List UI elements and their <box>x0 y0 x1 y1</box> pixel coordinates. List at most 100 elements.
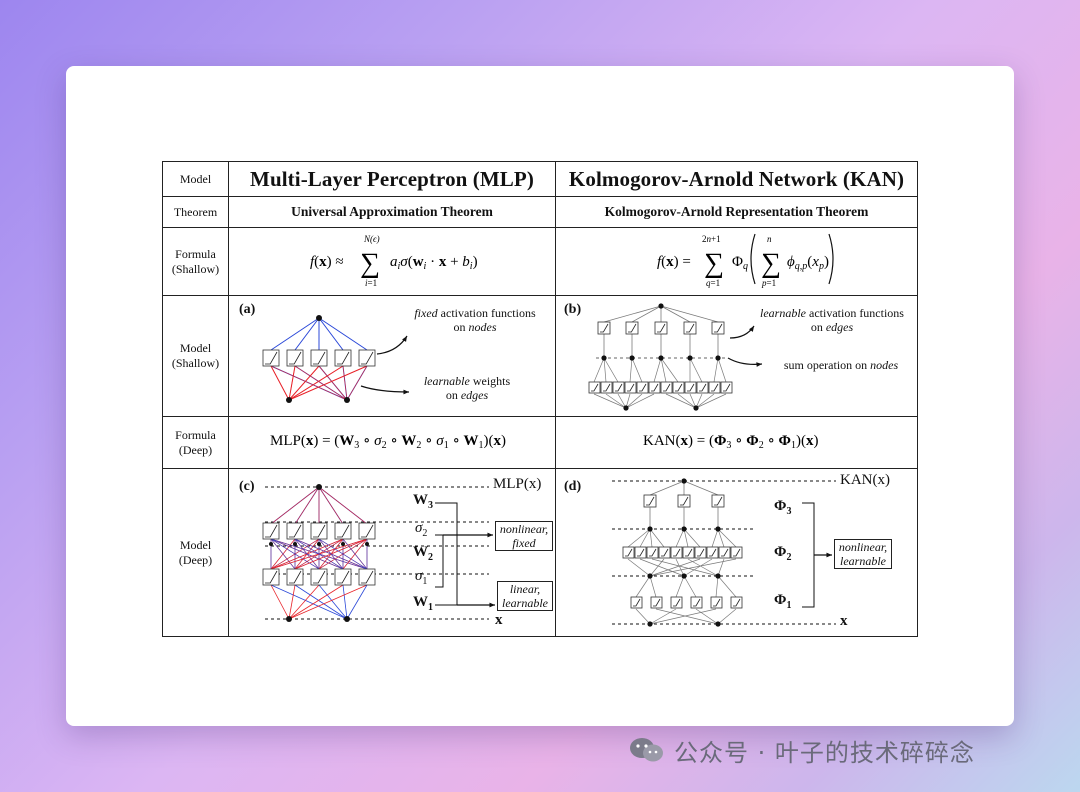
activation-curve <box>361 570 374 584</box>
activation-curve <box>603 383 611 392</box>
inner-edge <box>695 393 715 409</box>
svg-text:∑: ∑ <box>761 248 781 279</box>
sigma1-activation-box <box>358 568 376 586</box>
sigma2-activation-box <box>358 522 376 540</box>
w3-edge <box>294 486 320 525</box>
phi1-activation-box <box>710 596 723 609</box>
w2-edge <box>270 538 320 570</box>
activation-curve <box>687 383 695 392</box>
output-weight-edge <box>318 317 344 351</box>
phi2-edge <box>711 528 719 548</box>
phi1-activation-box <box>630 596 643 609</box>
w3-label: W3 <box>413 492 433 512</box>
output-node <box>316 484 322 490</box>
phi2-activation-box <box>718 546 731 559</box>
fixed-activation-box <box>358 349 376 367</box>
w1-edge <box>288 584 296 620</box>
hidden-node <box>293 542 297 546</box>
hidden-node <box>269 542 273 546</box>
kan-deep-input-label: x <box>840 613 848 629</box>
activation-curve <box>697 548 705 557</box>
mlp-formula-deep: MLP(x) = (W3 ∘ σ2 ∘ W2 ∘ σ1 ∘ W1)(x) <box>228 416 556 469</box>
learnable-activation-box <box>683 321 697 335</box>
w2-edge <box>270 538 344 570</box>
activation-curve <box>723 383 731 392</box>
activation-curve <box>313 351 326 365</box>
activation-curve <box>657 323 666 333</box>
fixed-activation-box <box>286 349 304 367</box>
activation-curve <box>733 548 741 557</box>
phi2-activation-box <box>646 546 659 559</box>
phi1-edge <box>715 575 719 598</box>
activation-curve <box>265 351 278 365</box>
input-weight-edge <box>346 365 368 401</box>
watermark-text: 公众号 · 叶子的技术碎碎念 <box>674 738 975 767</box>
activation-curve <box>661 548 669 557</box>
w2-edge <box>318 538 368 570</box>
activation-curve <box>615 383 623 392</box>
learnable-activation-box <box>636 381 649 394</box>
ann-fixed-activation: fixed activation functions on nodes <box>414 306 536 334</box>
inner-edge <box>665 393 697 409</box>
sigma2-activation-box <box>334 522 352 540</box>
box-nonlinear-fixed: nonlinear, fixed <box>495 521 553 551</box>
phi2-activation-box <box>622 546 635 559</box>
sum-node <box>681 526 687 532</box>
sum-node <box>629 355 635 361</box>
activation-curve <box>653 598 661 607</box>
model-shallow-row: Model (Shallow) (a) fixed activation func… <box>162 295 918 417</box>
learnable-activation-box <box>660 381 673 394</box>
activation-curve <box>711 383 719 392</box>
phi2-edge <box>639 528 651 548</box>
phi2-edge <box>649 558 701 577</box>
activation-curve <box>628 323 637 333</box>
svg-text:aiσ(wi · x + bi): aiσ(wi · x + bi) <box>390 254 478 272</box>
kan-deep-equation: KAN(x) = (Φ3 ∘ Φ2 ∘ Φ1)(x) <box>643 433 818 451</box>
phi1-edge <box>717 608 737 625</box>
phi1-edge <box>695 608 719 625</box>
panel-c-tag: (c) <box>239 479 255 494</box>
w1-edge <box>318 584 348 620</box>
formula-shallow-row: Formula (Shallow) f(x) ≈ N(ϵ) ∑ i=1 aiσ(w… <box>162 227 918 296</box>
input-node <box>344 616 350 622</box>
row-label-formula-deep: Formula (Deep) <box>162 416 229 469</box>
learnable-activation-box <box>696 381 709 394</box>
input-weight-edge <box>270 365 348 401</box>
activation-curve <box>714 496 723 506</box>
activation-curve <box>625 548 633 557</box>
w1-edge <box>270 584 290 620</box>
svg-text:n: n <box>767 234 772 244</box>
mlp-deep-diagram <box>262 484 495 622</box>
row-label-model: Model <box>162 161 229 197</box>
activation-curve <box>675 383 683 392</box>
w1-edge <box>342 584 348 620</box>
inner-edge <box>660 357 679 383</box>
svg-text:f(x) =: f(x) = <box>657 254 691 270</box>
output-weight-edge <box>270 317 320 351</box>
panel-b-tag: (b) <box>564 302 582 317</box>
inner-edge <box>629 357 633 383</box>
theorem-row: Theorem Universal Approximation Theorem … <box>162 196 918 228</box>
w3-edge <box>318 486 368 525</box>
svg-text:2n+1: 2n+1 <box>702 234 721 244</box>
input-node <box>286 397 292 403</box>
activation-curve <box>709 548 717 557</box>
svg-text:MLP(x) = (W3 ∘ σ2 ∘ W2 ∘ σ1 ∘: MLP(x) = (W3 ∘ σ2 ∘ W2 ∘ σ1 ∘ W1)(x) <box>270 433 506 451</box>
input-node <box>693 405 699 411</box>
arrow-to-fixed-annotation-head <box>402 336 407 342</box>
phi1-edge <box>649 608 677 625</box>
activation-curve <box>337 570 350 584</box>
formula-deep-row: Formula (Deep) MLP(x) = (W3 ∘ σ2 ∘ W2 ∘ σ… <box>162 416 918 469</box>
sigma2-label: σ2 <box>415 520 428 540</box>
box-nonlinear-learnable: nonlinear, learnable <box>834 539 892 569</box>
svg-text:ϕq,p(xp): ϕq,p(xp) <box>787 254 829 272</box>
activation-curve <box>714 323 723 333</box>
phi2-edge <box>649 558 665 577</box>
input-weight-edge <box>288 365 320 401</box>
phi2-activation-box <box>658 546 671 559</box>
sum-node <box>687 355 693 361</box>
phi2-activation-box <box>634 546 647 559</box>
learnable-activation-box <box>720 381 733 394</box>
title-row: Model Multi-Layer Perceptron (MLP) Kolmo… <box>162 161 918 197</box>
w1-edge <box>270 584 348 620</box>
